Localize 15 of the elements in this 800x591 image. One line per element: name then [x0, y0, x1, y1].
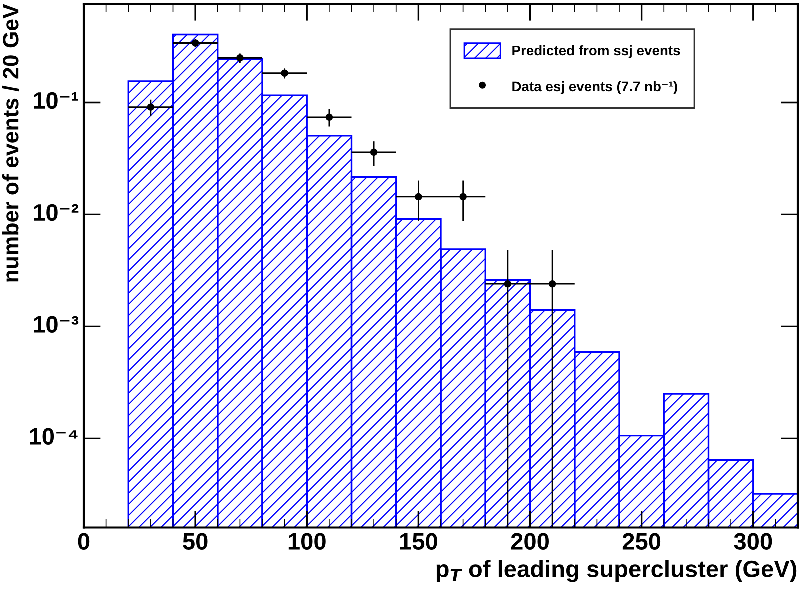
- y-tick-label: 10⁻³: [34, 316, 79, 334]
- y-tick-label: 10⁻²: [34, 204, 79, 222]
- x-tick-label: 100: [288, 533, 326, 550]
- x-tick-label: 300: [734, 533, 772, 550]
- y-axis-title: number of events / 20 GeV: [2, 4, 20, 282]
- x-tick-label: 250: [622, 533, 661, 550]
- x-tick-label: 200: [511, 533, 549, 550]
- x-tick-label: 150: [400, 533, 438, 550]
- x-tick-label: 0: [78, 533, 90, 550]
- y-tick-label: 10⁻¹: [34, 92, 78, 110]
- x-axis-title: p$_{T}$ of leading supercluster (GeV): [436, 560, 797, 582]
- legend-label: Data esj events (7.7 nb⁻¹): [512, 81, 678, 94]
- y-tick-label: 10⁻⁴: [30, 428, 78, 445]
- legend-label: Predicted from ssj events: [512, 45, 680, 58]
- x-tick-label: 50: [183, 533, 208, 550]
